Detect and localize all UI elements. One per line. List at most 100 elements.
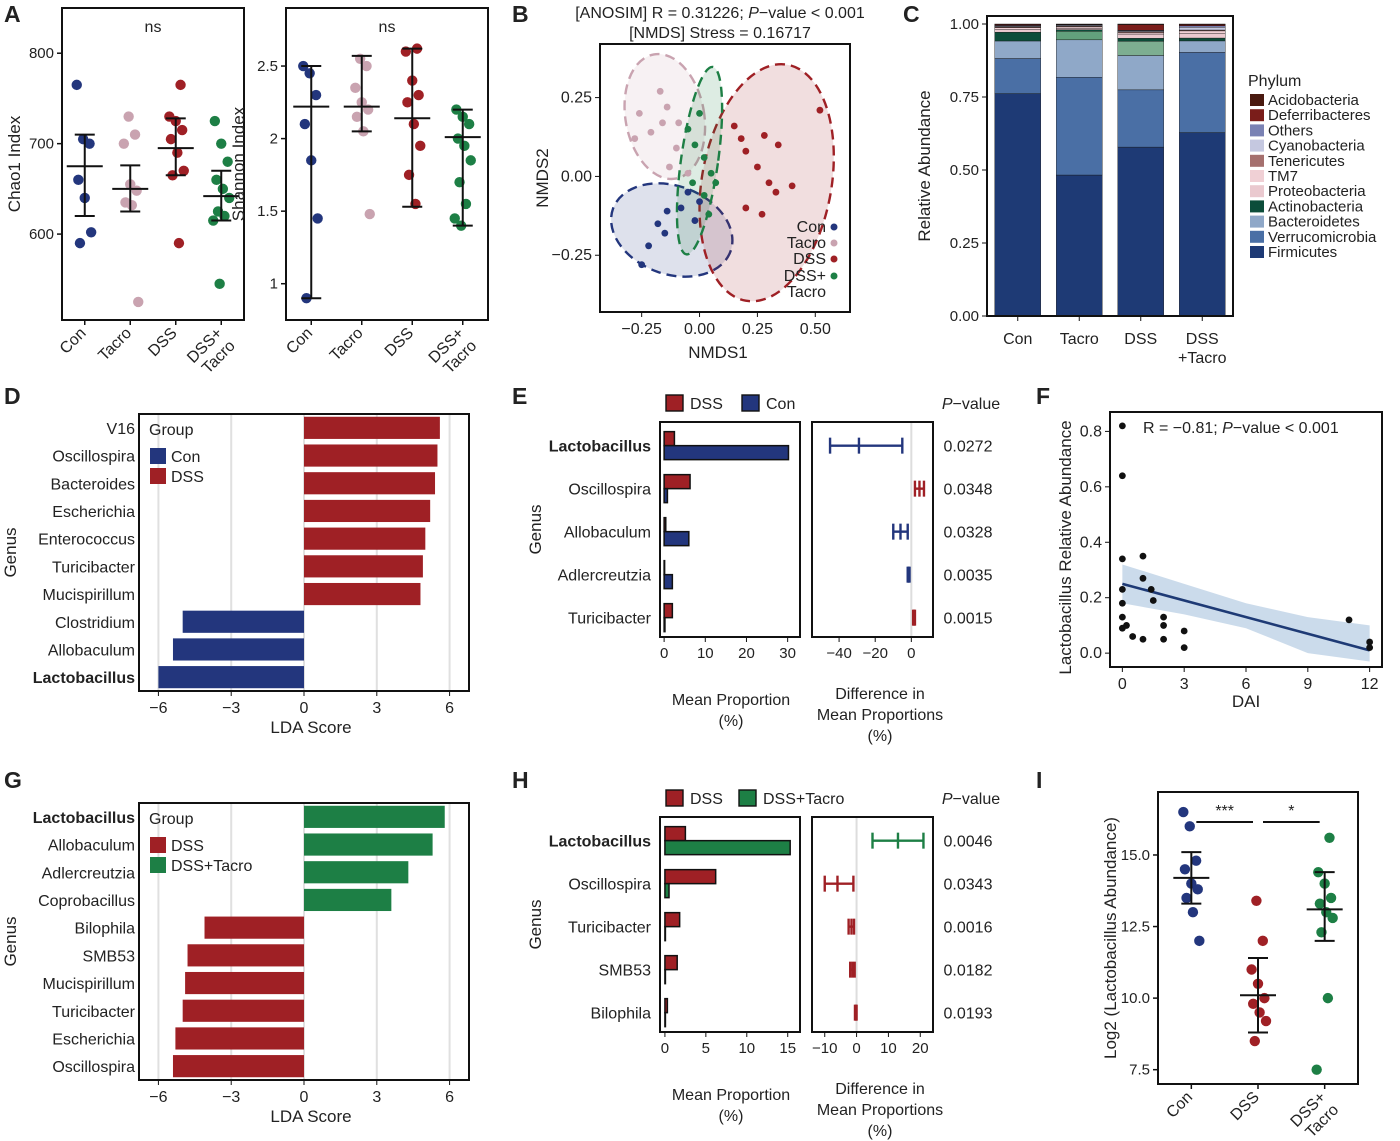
p-value: 0.0343: [944, 877, 993, 894]
stacked-bar-segment: [1056, 30, 1103, 41]
data-point: [1325, 892, 1337, 904]
data-point: [1345, 616, 1353, 624]
stacked-bar-segment: [1117, 38, 1164, 42]
legend-label: DSS: [171, 838, 204, 855]
data-point: [737, 135, 745, 142]
mean-bar-group2: [663, 530, 690, 547]
x-tick-label: Con: [57, 325, 90, 358]
mean-bar-group2: [664, 882, 670, 899]
data-point: [216, 138, 227, 149]
data-point: [123, 111, 134, 122]
data-point: [217, 183, 229, 195]
x-axis-title-left: Mean Proportion (%): [672, 1087, 790, 1125]
x-tick-label: 6: [445, 700, 454, 717]
stacked-bar-segment: [994, 93, 1041, 317]
plot-frame: [986, 15, 1234, 317]
data-point: [1118, 585, 1126, 593]
genus-label: Oscillospira: [52, 449, 135, 466]
data-point: [684, 169, 692, 177]
stacked-bar-segment: [1179, 37, 1226, 42]
x-tick-label: DSS: [145, 325, 180, 360]
data-point: [758, 210, 766, 218]
x-tick-label: 3: [1180, 676, 1189, 693]
data-point: [675, 119, 683, 127]
legend-marker: [830, 255, 838, 263]
data-point: [1118, 599, 1126, 607]
genus-label: Oscillospira: [568, 482, 651, 499]
stacked-bar-segment: [1179, 52, 1226, 133]
lda-bar: [172, 638, 304, 661]
y-tick-label: 700: [29, 136, 54, 153]
p-value: 0.0016: [944, 920, 993, 937]
legend-label: Acidobacteria: [1268, 92, 1360, 109]
stacked-bar-segment: [994, 23, 1041, 25]
panel-label-e: E: [512, 383, 527, 409]
lactobacillus-abundance-chart: 7.5 10.0 12.5 15.0 Con DSS DSS+Tacro Log2 (Lact…: [1101, 791, 1359, 1141]
mean-bar-group1: [663, 516, 667, 533]
mean-bar-group1: [663, 473, 691, 490]
data-point: [1192, 884, 1203, 895]
data-point: [663, 207, 671, 215]
data-point: [1160, 613, 1167, 621]
plot-frame: [811, 421, 934, 638]
x-tick-label: 10: [738, 1040, 755, 1057]
x-tick-label: DSS+Tacro: [1178, 331, 1227, 367]
data-point: [1314, 898, 1326, 909]
legend-label: Deferribacteres: [1268, 107, 1371, 124]
genus-label: Mucispirillum: [43, 587, 135, 604]
data-point: [772, 188, 780, 196]
data-point: [700, 191, 708, 199]
legend-marker: [830, 223, 838, 231]
lefse-con-dss-chart: V16 Oscillospira Bacteroides Escherichia Ent…: [1, 413, 470, 737]
y-tick-label: 1: [270, 276, 278, 293]
legend-swatch: [738, 789, 757, 807]
data-point: [1129, 633, 1137, 640]
data-point: [415, 140, 426, 152]
data-point: [656, 87, 664, 95]
stacked-bar-segment: [1117, 33, 1164, 39]
stacked-bar-segment: [1179, 132, 1226, 317]
y-tick-label: 0.75: [950, 89, 979, 106]
lda-bar: [187, 944, 304, 967]
y-tick-label: 7.5: [1129, 1062, 1150, 1079]
data-point: [1257, 935, 1269, 947]
panel-label-a: A: [4, 1, 21, 27]
legend-swatch: [1250, 154, 1264, 167]
data-point: [465, 155, 476, 166]
y-axis-title: Relative Abundance: [915, 90, 934, 241]
lda-bar: [304, 805, 445, 828]
x-tick-label: DSS+Tacro: [184, 325, 239, 380]
legend-swatch: [150, 837, 166, 853]
y-tick-label: −0.25: [552, 247, 593, 264]
y-axis-title: Genus: [1, 916, 20, 966]
stacked-bar-segment: [1179, 26, 1226, 31]
data-point: [816, 106, 824, 114]
x-tick-label: Con: [1163, 1089, 1196, 1122]
data-point: [1327, 912, 1338, 924]
data-point: [1190, 855, 1202, 866]
x-tick-label: 5: [702, 1040, 710, 1057]
x-tick-label: DSS: [1228, 1089, 1263, 1124]
lda-bar: [182, 999, 304, 1022]
data-point: [631, 135, 639, 142]
panel-label-f: F: [1036, 383, 1050, 409]
data-point: [760, 132, 768, 139]
lda-bar: [304, 833, 433, 856]
stacked-bar-segment: [1179, 23, 1226, 25]
data-point: [1139, 635, 1147, 643]
y-tick-label: 600: [29, 226, 54, 243]
data-point: [364, 208, 375, 220]
data-point: [1194, 935, 1205, 947]
lda-bar: [304, 416, 440, 439]
genus-label: Lactobacillus: [33, 670, 135, 687]
lda-bar: [304, 555, 423, 578]
genus-label: V16: [107, 421, 136, 438]
y-tick-label: 0.00: [561, 168, 592, 185]
mean-bar-group1: [664, 825, 687, 842]
data-point: [677, 204, 685, 212]
lda-bar: [304, 527, 426, 550]
data-point: [402, 97, 413, 108]
plot-frame: [285, 7, 489, 321]
y-tick-label: 0.4: [1080, 534, 1102, 551]
nmds-chart: [ANOSIM] R = 0.31226; P−value < 0.001 [NM…: [533, 5, 865, 362]
